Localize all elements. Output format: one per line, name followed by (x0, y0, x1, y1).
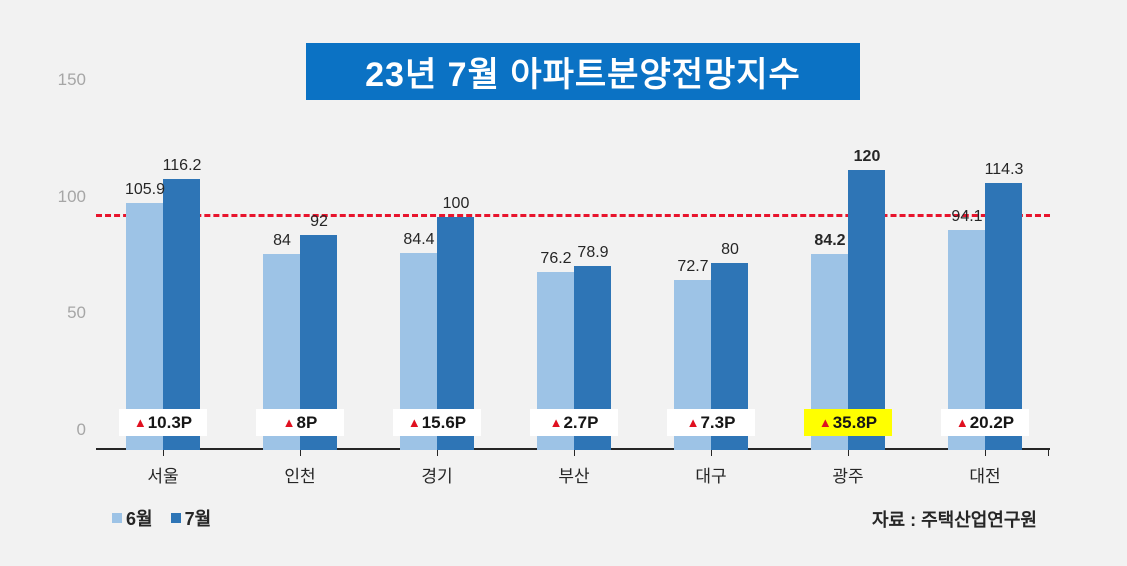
x-axis-category-label: 서울 (147, 467, 179, 486)
triangle-up-icon: ▲ (686, 415, 700, 430)
x-axis-category-label: 대구 (695, 467, 727, 486)
triangle-up-icon: ▲ (282, 415, 296, 430)
value-label-prev-month: 105.9 (124, 180, 166, 198)
value-label-prev-month: 84.2 (814, 231, 846, 249)
delta-label: 2.7P (563, 412, 599, 432)
delta-label: 35.8P (832, 412, 878, 432)
value-label-curr-month: 120 (853, 148, 881, 165)
bar-curr-month[interactable] (985, 183, 1022, 450)
value-label-curr-month: 78.9 (577, 243, 609, 261)
legend-item[interactable]: 7월 (170, 505, 212, 531)
legend-swatch-icon (170, 513, 181, 523)
x-axis-tick (437, 450, 438, 456)
plot-area: 0 50 100 150 105.9 116.2 ▲ 10.3P 서울 84 92 ▲ 8P 인천 84.4… (58, 70, 1056, 486)
x-axis-tick (1048, 450, 1049, 456)
delta-badge: ▲ 8P (256, 409, 344, 436)
value-label-prev-month: 72.7 (677, 258, 709, 276)
value-label-curr-month: 114.3 (984, 161, 1024, 179)
legend-item[interactable]: 6월 (112, 505, 153, 531)
value-label-prev-month: 76.2 (540, 250, 572, 268)
y-axis-tick-label: 50 (67, 303, 86, 323)
delta-badge: ▲ 7.3P (667, 409, 755, 436)
triangle-up-icon: ▲ (818, 415, 832, 430)
delta-badge: ▲ 10.3P (119, 409, 207, 436)
delta-label: 8P (296, 412, 318, 432)
chart-title-banner: 23년 7월 아파트분양전망지수 (306, 43, 860, 100)
y-axis-tick-label: 100 (57, 186, 86, 206)
x-axis-tick (848, 450, 849, 456)
bar-group: 105.9 116.2 ▲ 10.3P 서울 (119, 100, 207, 486)
bar-prev-month[interactable] (126, 202, 163, 450)
legend-swatch-icon (112, 513, 122, 523)
x-axis-category-label: 대전 (969, 467, 1001, 486)
y-axis-tick-label: 150 (57, 70, 86, 89)
triangle-up-icon: ▲ (133, 415, 147, 430)
delta-badge: ▲ 20.2P (941, 409, 1029, 436)
bar-group: 94.1 114.3 ▲ 20.2P 대전 (941, 100, 1029, 486)
value-label-prev-month: 94.1 (951, 208, 983, 226)
source-note: 자료 : 주택산업연구원 (871, 510, 1037, 530)
bar-group: 76.2 78.9 ▲ 2.7P 부산 (530, 100, 618, 486)
bar-group: 84.2 120 ▲ 35.8P 광주 (804, 100, 892, 486)
x-axis-tick (300, 450, 301, 456)
x-axis-tick (985, 450, 986, 456)
triangle-up-icon: ▲ (955, 415, 969, 430)
bar-group: 84.4 100 ▲ 15.6P 경기 (393, 100, 481, 486)
x-axis-category-label: 광주 (832, 467, 864, 486)
value-label-curr-month: 80 (721, 241, 739, 259)
value-label-prev-month: 84 (273, 232, 291, 249)
page-title: 23년 7월 아파트분양전망지수 (365, 56, 801, 94)
value-label-curr-month: 116.2 (162, 156, 202, 174)
bar-curr-month[interactable] (163, 178, 200, 450)
x-axis-tick (163, 450, 164, 456)
value-label-prev-month: 84.4 (403, 231, 435, 249)
delta-label: 15.6P (421, 412, 467, 432)
bar-curr-month[interactable] (848, 170, 885, 450)
x-axis-tick (711, 450, 712, 456)
x-axis-category-label: 부산 (558, 467, 590, 486)
x-axis-category-label: 인천 (284, 467, 316, 486)
bar-group: 72.7 80 ▲ 7.3P 대구 (667, 100, 755, 486)
bar-group: 84 92 ▲ 8P 인천 (256, 100, 344, 486)
delta-label: 20.2P (969, 412, 1015, 432)
legend-label: 6월 (126, 509, 153, 529)
y-axis-tick-label: 0 (76, 420, 86, 439)
delta-badge: ▲ 35.8P (804, 409, 892, 436)
reference-line-100 (96, 213, 1050, 217)
value-label-curr-month: 92 (310, 213, 328, 231)
delta-label: 10.3P (147, 412, 193, 432)
value-label-curr-month: 100 (442, 194, 470, 212)
delta-badge: ▲ 15.6P (393, 409, 481, 436)
delta-badge: ▲ 2.7P (530, 409, 618, 436)
triangle-up-icon: ▲ (407, 415, 421, 430)
x-axis-category-label: 경기 (421, 467, 453, 486)
legend: 6월 7월 (112, 505, 211, 531)
legend-label: 7월 (184, 509, 212, 529)
x-axis-tick (574, 450, 575, 456)
delta-label: 7.3P (700, 412, 736, 432)
triangle-up-icon: ▲ (549, 415, 563, 430)
